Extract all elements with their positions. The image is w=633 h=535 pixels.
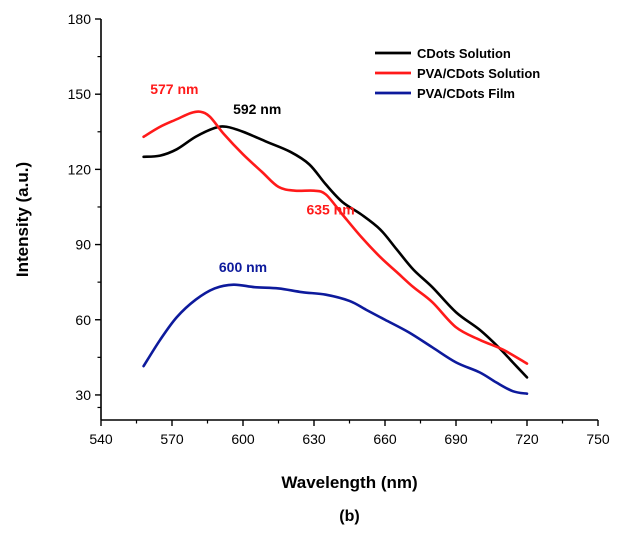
axes: 540 570 600 630 660 690 720 750 30 60 90 120 150 180 [68,11,610,447]
annotation-layer: 577 nm 592 nm 635 nm 600 nm [150,81,354,275]
x-tick-label: 570 [160,431,184,447]
x-tick-label: 690 [444,431,468,447]
x-tick-label: 750 [586,431,610,447]
y-tick-label: 180 [68,11,92,27]
legend-label-pva-cdots-solution: PVA/CDots Solution [417,66,540,81]
legend-label-pva-cdots-film: PVA/CDots Film [417,86,515,101]
x-axis-label: Wavelength (nm) [281,473,417,492]
y-tick-label: 30 [75,387,91,403]
x-tick-label: 540 [89,431,113,447]
peak-annotation: 600 nm [219,259,267,275]
y-tick-label: 60 [75,312,91,328]
peak-annotation: 592 nm [233,101,281,117]
peak-annotation: 577 nm [150,81,198,97]
series-line-pva-cdots-film [142,283,529,395]
series-layer [142,110,529,395]
legend-label-cdots-solution: CDots Solution [417,46,511,61]
figure-caption: (b) [339,508,359,525]
x-tick-label: 660 [373,431,397,447]
series-line-pva-cdots-solution [142,110,529,365]
y-axis-label: Intensity (a.u.) [13,162,32,277]
y-tick-label: 120 [68,161,92,177]
series-line-cdots-solution [142,125,529,379]
x-tick-label: 720 [515,431,539,447]
x-tick-label: 630 [302,431,326,447]
peak-annotation: 635 nm [306,201,354,217]
legend: CDots Solution PVA/CDots Solution PVA/CDot… [375,46,540,101]
y-tick-label: 150 [68,86,92,102]
x-tick-label: 600 [231,431,255,447]
y-tick-label: 90 [75,237,91,253]
